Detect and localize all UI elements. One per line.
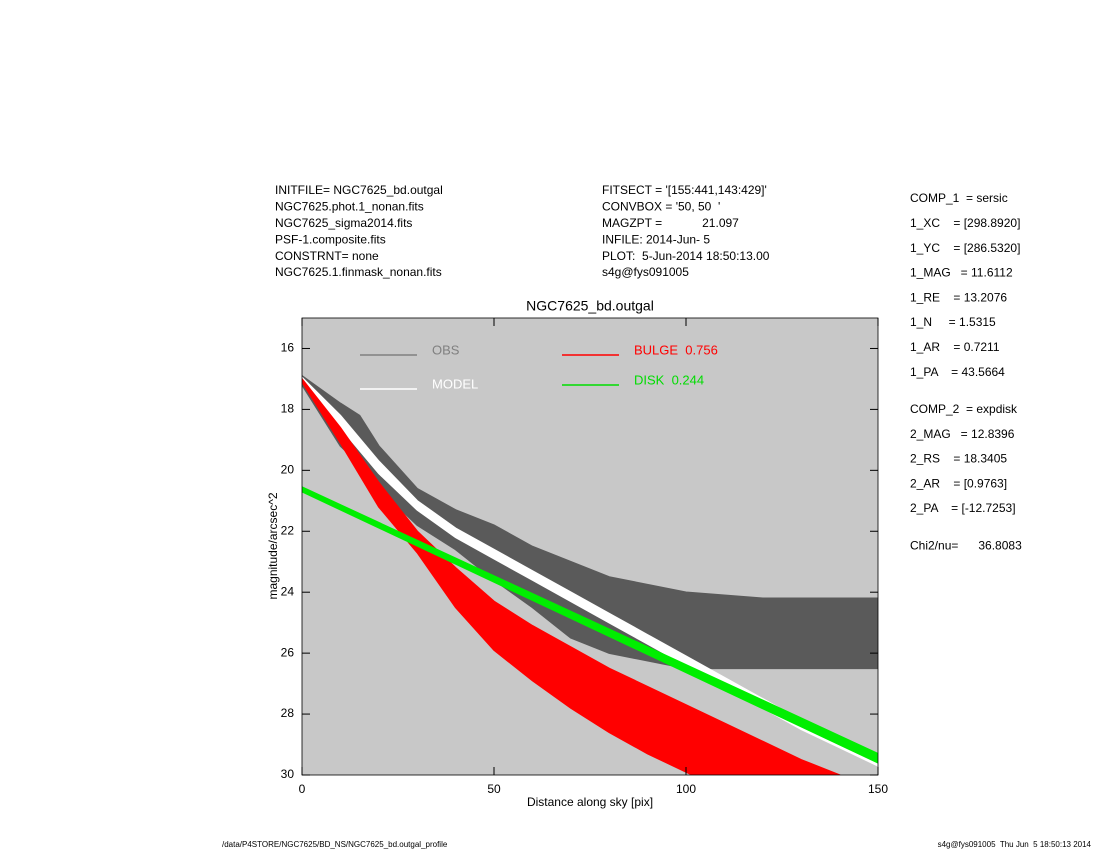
param-line: 2_PA = [-12.7253] [910, 501, 1016, 515]
y-tick-label: 26 [281, 645, 295, 659]
band [302, 376, 878, 767]
legend-label: DISK 0.244 [634, 372, 704, 387]
x-tick-label: 100 [676, 782, 696, 796]
header-left-line: PSF-1.composite.fits [275, 232, 386, 246]
legend-label: BULGE 0.756 [634, 342, 718, 357]
header-middle-line: CONVBOX = '50, 50 ' [602, 200, 720, 214]
header-left-line: NGC7625.phot.1_nonan.fits [275, 200, 424, 214]
chart-title: NGC7625_bd.outgal [526, 298, 654, 314]
header-middle-line: MAGZPT = 21.097 [602, 216, 739, 230]
y-tick-label: 28 [281, 706, 295, 720]
param-line: 2_RS = 18.3405 [910, 452, 1007, 466]
y-tick-label: 22 [281, 523, 295, 537]
param-line: COMP_1 = sersic [910, 191, 1008, 205]
y-axis-label: magnitude/arcsec^2 [266, 492, 280, 599]
y-tick-label: 18 [281, 402, 295, 416]
y-tick-label: 24 [281, 584, 295, 598]
param-line: 1_YC = [286.5320] [910, 241, 1020, 255]
header-middle-line: PLOT: 5-Jun-2014 18:50:13.00 [602, 249, 770, 263]
y-tick-label: 30 [281, 767, 295, 781]
legend-label: OBS [432, 342, 460, 357]
footer-right: s4g@fys091005 Thu Jun 5 18:50:13 2014 [938, 840, 1092, 849]
param-line: 1_AR = 0.7211 [910, 340, 1000, 354]
legend-label: MODEL [432, 376, 478, 391]
header-middle-line: s4g@fys091005 [602, 265, 689, 279]
param-line: 2_AR = [0.9763] [910, 476, 1007, 490]
param-line: 1_PA = 43.5664 [910, 365, 1005, 379]
header-middle-line: INFILE: 2014-Jun- 5 [602, 232, 710, 246]
x-tick-label: 150 [868, 782, 888, 796]
header-left-line: CONSTRNT= none [275, 249, 379, 263]
param-line: 1_N = 1.5315 [910, 315, 996, 329]
band [302, 486, 878, 764]
param-line: COMP_2 = expdisk [910, 402, 1018, 416]
x-tick-label: 50 [487, 782, 501, 796]
header-left-line: NGC7625.1.finmask_nonan.fits [275, 265, 442, 279]
header-middle-line: FITSECT = '[155:441,143:429]' [602, 183, 767, 197]
param-line: 1_MAG = 11.6112 [910, 266, 1013, 280]
param-line: 2_MAG = 12.8396 [910, 427, 1015, 441]
param-line: 1_XC = [298.8920] [910, 216, 1020, 230]
y-tick-label: 20 [281, 463, 295, 477]
plot-data [302, 374, 878, 775]
x-tick-label: 0 [299, 782, 306, 796]
plot-frame [301, 317, 879, 776]
header-left-line: NGC7625_sigma2014.fits [275, 216, 412, 230]
footer-left: /data/P4STORE/NGC7625/BD_NS/NGC7625_bd.o… [222, 840, 448, 849]
param-line: 1_RE = 13.2076 [910, 290, 1007, 304]
param-line: Chi2/nu= 36.8083 [910, 538, 1022, 552]
x-axis-label: Distance along sky [pix] [527, 795, 653, 809]
band [302, 377, 841, 775]
y-tick-label: 16 [281, 341, 295, 355]
header-left-line: INITFILE= NGC7625_bd.outgal [275, 183, 443, 197]
